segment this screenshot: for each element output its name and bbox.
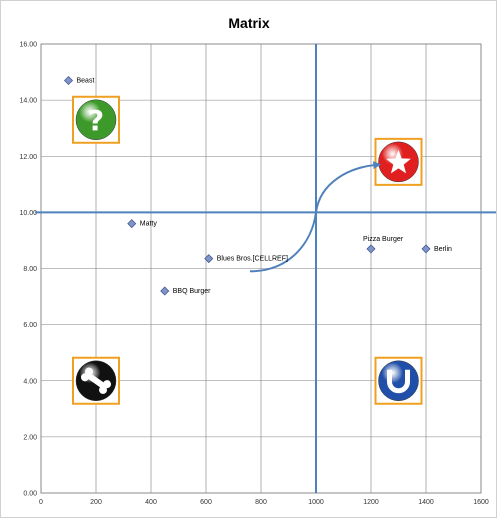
point-marker bbox=[160, 286, 170, 296]
point-label: Beast bbox=[77, 77, 95, 84]
svg-text:?: ? bbox=[88, 104, 104, 137]
y-tick-label: 4.00 bbox=[23, 378, 37, 385]
point-marker bbox=[366, 244, 376, 254]
data-point: Pizza Burger bbox=[363, 236, 404, 254]
point-marker bbox=[64, 75, 73, 85]
star-icon bbox=[374, 137, 423, 186]
point-label: Pizza Burger bbox=[363, 236, 404, 243]
data-point: Berlin bbox=[421, 244, 452, 254]
quadrant-icons: ? bbox=[72, 95, 423, 405]
axis-ticks: 0 200 400 600 800 1000 1200 1400 1600 0.00 2.00 4.0… bbox=[19, 42, 488, 507]
x-tick-label: 1200 bbox=[363, 499, 379, 506]
x-tick-label: 1400 bbox=[418, 499, 434, 506]
y-tick-label: 16.00 bbox=[19, 42, 37, 49]
quadrant-dividers bbox=[35, 44, 496, 493]
point-label: Berlin bbox=[434, 246, 452, 253]
point-label: Matty bbox=[140, 221, 158, 228]
point-label: BBQ Burger bbox=[173, 288, 211, 295]
y-tick-label: 14.00 bbox=[19, 98, 37, 105]
question-icon: ? bbox=[72, 95, 120, 144]
y-tick-label: 12.00 bbox=[19, 154, 37, 161]
x-tick-label: 1000 bbox=[308, 499, 324, 506]
y-tick-label: 2.00 bbox=[23, 434, 37, 441]
y-tick-label: 0.00 bbox=[23, 491, 37, 498]
arrow-path bbox=[249, 161, 382, 273]
data-point: Matty bbox=[127, 219, 158, 229]
point-label: Blues Bros.[CELLREF] bbox=[217, 256, 288, 263]
x-tick-label: 400 bbox=[145, 499, 157, 506]
y-tick-label: 8.00 bbox=[23, 266, 37, 273]
magnet-icon bbox=[374, 356, 423, 405]
x-tick-label: 600 bbox=[200, 499, 212, 506]
data-points: Beast Matty Blues Bros.[CELLREF] BBQ Burger… bbox=[64, 75, 452, 296]
x-tick-label: 200 bbox=[90, 499, 102, 506]
data-point: Blues Bros.[CELLREF] bbox=[204, 254, 288, 264]
y-tick-label: 10.00 bbox=[19, 210, 37, 217]
curved-arrow bbox=[249, 161, 382, 273]
data-point: BBQ Burger bbox=[160, 286, 211, 296]
data-point: Beast bbox=[64, 75, 95, 85]
y-tick-label: 6.00 bbox=[23, 322, 37, 329]
plot-border bbox=[40, 43, 482, 494]
point-marker bbox=[127, 219, 137, 229]
bone-icon bbox=[72, 356, 120, 405]
x-tick-label: 0 bbox=[39, 499, 43, 506]
x-tick-label: 800 bbox=[255, 499, 267, 506]
point-marker bbox=[204, 254, 214, 264]
point-marker bbox=[421, 244, 431, 254]
chart-title: Matrix bbox=[228, 15, 269, 31]
x-tick-label: 1600 bbox=[473, 499, 489, 506]
